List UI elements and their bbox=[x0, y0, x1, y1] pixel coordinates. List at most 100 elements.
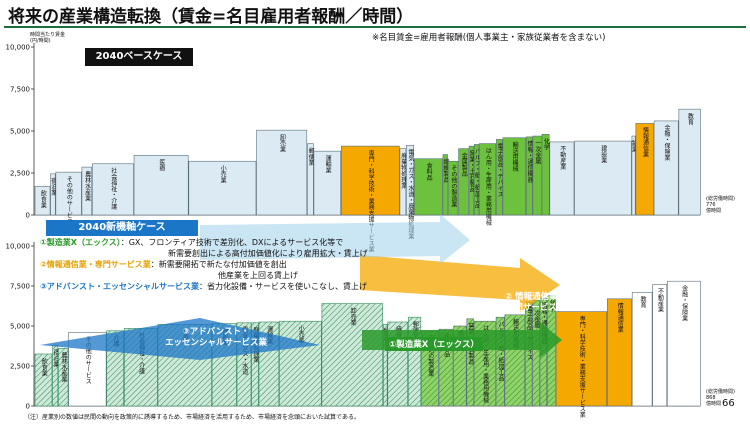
bar-label-1-30: 不動産業 bbox=[657, 288, 664, 313]
bar-1-30 bbox=[652, 284, 668, 407]
bar-label-0-17: 窯業・土石製品 bbox=[468, 149, 475, 193]
y-tick-label-1-0: 0 bbox=[26, 403, 30, 411]
bar-label-1-28: 情報通信業 bbox=[616, 302, 623, 334]
legend-text-info-2: 他産業を上回る賃上げ bbox=[218, 271, 298, 280]
bar-label-0-1: 宿泊業 bbox=[50, 177, 57, 197]
bar-0-17 bbox=[468, 145, 474, 216]
bar-0-7 bbox=[256, 129, 308, 216]
bar-label-1-20: はん用・生産用・業務用機械 bbox=[482, 325, 489, 404]
bar-label-0-20: 電子部品・デバイス bbox=[496, 143, 503, 197]
legend-text-info: ：新需要開拓で新たな付加価値を創出 bbox=[150, 260, 287, 269]
legend-key-mfg: ①製造業X（エックス） bbox=[40, 238, 121, 247]
bar-0-2 bbox=[55, 171, 82, 216]
bar-0-10 bbox=[340, 145, 400, 216]
bar-1-29 bbox=[631, 292, 653, 407]
bar-0-3 bbox=[81, 166, 93, 216]
bar-label-1-21: パルプ・紙・紙加工品 bbox=[497, 321, 504, 382]
bar-label-0-26: 建設業 bbox=[600, 144, 607, 164]
bar-label-0-2: その他のサービス bbox=[65, 176, 72, 224]
bar-0-26 bbox=[574, 140, 632, 216]
bar-0-24 bbox=[541, 134, 550, 216]
bar-0-23 bbox=[532, 135, 542, 216]
legend-key-ess: ③アドバンスト・エッセンシャルサービス業 bbox=[40, 282, 200, 291]
bar-label-1-26: 化学 bbox=[548, 299, 555, 312]
bar-label-0-4: 社会福祉・介護 bbox=[110, 167, 117, 211]
bar-0-27 bbox=[631, 135, 636, 216]
bar-1-27 bbox=[555, 311, 608, 407]
bar-0-11 bbox=[399, 148, 407, 216]
total-hours-new: (総労働時間) 868 億時間 bbox=[706, 389, 735, 407]
bar-0-20 bbox=[496, 139, 503, 216]
bar-0-12 bbox=[406, 144, 414, 216]
bar-0-9 bbox=[313, 150, 341, 216]
arrow-info-service bbox=[360, 255, 560, 312]
bar-label-1-31: 金融・保険業 bbox=[681, 284, 688, 322]
bar-label-0-21: 輸送用機械 bbox=[511, 141, 518, 173]
y-tick-label-1-1: 2,500 bbox=[10, 363, 30, 371]
y-tick-label-0-1: 2,500 bbox=[10, 170, 30, 178]
bar-label-0-10: 専門・科学技術・業務支援サービス業 bbox=[367, 149, 374, 253]
total-hours-base: (総労働時間) 776 億時間 bbox=[706, 196, 735, 214]
bar-label-0-14: 繊維製品 bbox=[442, 158, 449, 184]
bar-0-29 bbox=[653, 120, 679, 216]
arrow-shift bbox=[200, 214, 470, 264]
bar-label-1-2: 農林水産業 bbox=[60, 352, 67, 384]
bar-label-1-24: 一次金属 bbox=[533, 304, 540, 329]
legend-text-ess: ：省力化設備・サービスを使いこなし、賃上げ bbox=[199, 282, 368, 291]
bar-label-1-0: 飲食業 bbox=[40, 357, 47, 377]
bar-label-0-6: 小売業 bbox=[219, 165, 226, 185]
bar-1-19 bbox=[466, 318, 474, 407]
callout-manufacturing: ①製造業X（エックス） bbox=[385, 337, 483, 351]
bar-label-0-3: 農林水産業 bbox=[84, 170, 91, 202]
y-tick-label-0-4: 10,000 bbox=[6, 44, 31, 52]
bar-label-0-22: 情報・通信機器 bbox=[526, 140, 533, 184]
bar-0-25 bbox=[549, 141, 575, 216]
page-subtitle: ※名目賃金=雇用者報酬(個人事業主・家族従業者を含まない) bbox=[372, 33, 606, 43]
title-rule bbox=[4, 26, 746, 28]
bar-0-14 bbox=[442, 154, 448, 216]
legend-key-info: ②情報通信業・専門サービス業 bbox=[40, 260, 151, 269]
legend-box: ①製造業X（エックス）：GX、フロンティア技術で差別化、DXによるサービス化等で… bbox=[40, 237, 368, 292]
bar-label-0-28: 情報通信業 bbox=[641, 127, 648, 159]
bar-0-18 bbox=[473, 144, 480, 216]
bar-0-22 bbox=[526, 136, 533, 216]
bar-1-2 bbox=[58, 348, 69, 407]
bar-0-13 bbox=[413, 158, 443, 216]
bar-label-0-0: 飲食業 bbox=[39, 190, 46, 210]
bar-label-1-29: 教育 bbox=[639, 296, 646, 310]
y-unit-label: 時間当たり賃金 (円/時間) bbox=[30, 32, 66, 44]
bar-label-1-1: 宿泊業 bbox=[52, 348, 59, 368]
case-label-new: 2040新機軸ケース bbox=[46, 220, 198, 236]
y-tick-label-0-0: 0 bbox=[26, 212, 30, 220]
arrow-essential bbox=[40, 318, 320, 360]
bar-label-0-7: 卸売業 bbox=[278, 133, 285, 153]
callout-essential: ③アドバンスト・ エッセンシャルサービス業 bbox=[165, 327, 268, 348]
bar-label-0-5: 医療 bbox=[158, 159, 165, 171]
bar-label-0-25: 不動産業 bbox=[559, 146, 566, 171]
legend-text-mfg-2: 新需要創出による高付加価値化により雇用拡大・賃上げ bbox=[168, 249, 368, 258]
y-tick-label-1-3: 7,500 bbox=[10, 283, 30, 291]
bar-label-0-16: 金属製品 bbox=[460, 152, 467, 178]
bar-1-28 bbox=[607, 298, 632, 407]
bar-label-1-11: 小売業 bbox=[297, 324, 304, 344]
y-tick-label-1-2: 5,000 bbox=[10, 323, 30, 331]
bar-1-31 bbox=[667, 280, 701, 407]
callout-info-service: ② 情報通信業、 専門サービス業 bbox=[505, 292, 567, 313]
bar-0-1 bbox=[50, 173, 56, 216]
bar-1-0 bbox=[34, 353, 53, 407]
footnote: （注）産業別の数値は民間の動向を政策的に誘導するため、市場経済を活用するため、市… bbox=[24, 414, 360, 421]
bar-label-0-13: 食料品 bbox=[425, 162, 432, 182]
bar-label-0-27: 鉱業 bbox=[630, 139, 637, 153]
bar-0-21 bbox=[502, 137, 527, 216]
bar-1-13 bbox=[383, 324, 388, 407]
bar-label-0-8: 郵便業 bbox=[307, 147, 314, 167]
bar-0-4 bbox=[92, 163, 134, 216]
bar-label-0-23: 一次金属 bbox=[534, 140, 541, 165]
bar-1-9 bbox=[251, 322, 259, 407]
bar-label-0-11: 廃棄物処理業 bbox=[400, 152, 407, 190]
bar-1-11 bbox=[279, 320, 322, 407]
bar-0-16 bbox=[458, 148, 469, 216]
bar-label-1-16: その他の製造業 bbox=[427, 335, 434, 378]
